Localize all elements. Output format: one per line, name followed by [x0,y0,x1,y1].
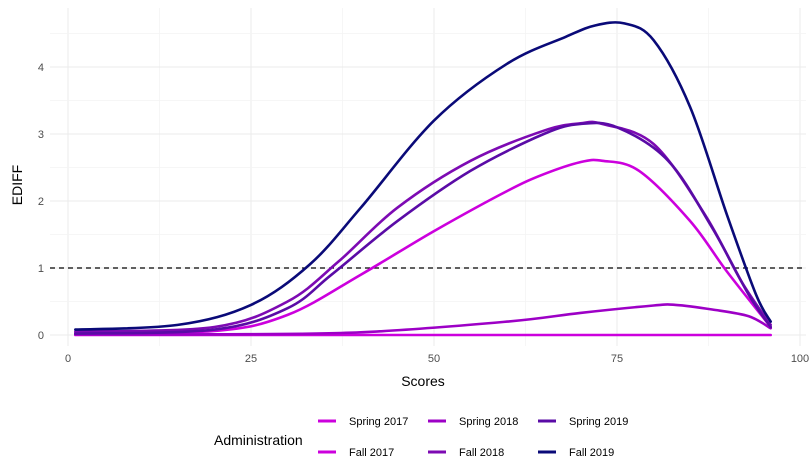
series-line-spring-2019 [74,121,772,335]
x-tick-label: 50 [428,353,440,365]
y-tick-labels: 0 1 2 3 4 [38,62,44,342]
y-tick-label: 0 [38,330,44,342]
legend-label-fall-2018: Fall 2018 [459,447,504,459]
y-tick-label: 3 [38,129,44,141]
x-tick-label: 0 [65,353,71,365]
legend-label-fall-2017: Fall 2017 [349,447,394,459]
series-line-fall-2019 [74,21,772,331]
legend-label-fall-2019: Fall 2019 [569,447,614,459]
x-tick-label: 100 [791,353,809,365]
x-tick-labels: 0 25 50 75 100 [65,353,809,365]
x-tick-label: 25 [245,353,257,365]
x-axis-title: Scores [401,373,445,389]
y-tick-label: 2 [38,196,44,208]
grid-lines [50,8,806,346]
x-tick-label: 75 [611,353,623,365]
y-tick-label: 1 [38,263,44,275]
legend: Administration Spring 2017 Spring 2018 Spr… [214,416,628,459]
series-lines [74,21,772,337]
legend-label-spring-2018: Spring 2018 [459,416,518,428]
legend-title: Administration [214,432,303,448]
y-tick-label: 4 [38,62,44,74]
legend-items: Spring 2017 Spring 2018 Spring 2019 Fall 20… [318,416,628,459]
legend-label-spring-2017: Spring 2017 [349,416,408,428]
series-line-spring-2018 [74,303,772,336]
series-line-spring-2017 [74,158,772,335]
legend-label-spring-2019: Spring 2019 [569,416,628,428]
series-line-fall-2018 [74,120,772,333]
y-axis-title: EDIFF [9,165,25,205]
